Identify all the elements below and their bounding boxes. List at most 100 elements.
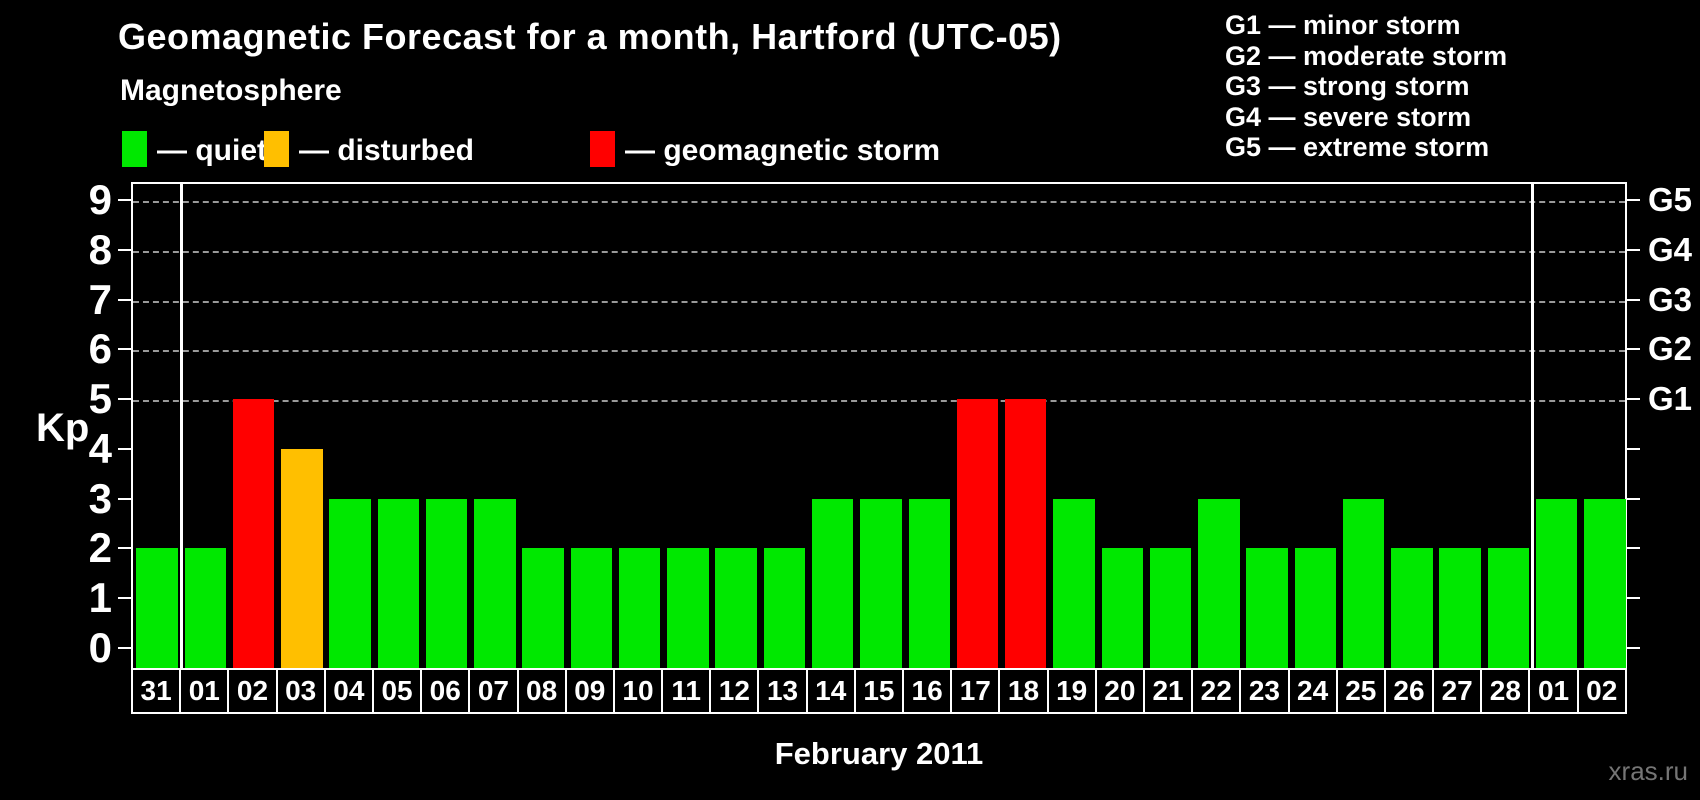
bar-24-day-24 [1294, 548, 1337, 668]
y-tick-right-8 [1627, 248, 1640, 251]
y-tick-left-5 [118, 398, 131, 401]
day-label-25-25: 25 [1335, 668, 1386, 714]
day-label-10-10: 10 [612, 668, 664, 714]
day-label-19-19: 19 [1046, 668, 1097, 714]
y-tick-left-7 [118, 298, 131, 301]
g-legend-line-g2: G2 — moderate storm [1225, 40, 1508, 71]
legend-label-quiet: — quiet [157, 134, 267, 167]
day-label-14-14: 14 [805, 668, 856, 714]
day-label-2-02: 02 [227, 668, 278, 714]
y-tick-label-1: 1 [88, 574, 112, 622]
bar-21-day-21 [1149, 548, 1192, 668]
bar-4-day-04 [329, 498, 371, 668]
day-label-18-18: 18 [998, 668, 1049, 714]
gridline-kp-8 [133, 250, 1625, 253]
y-tick-label-5: 5 [88, 375, 112, 423]
bar-11-day-11 [667, 548, 709, 668]
bar-12-day-12 [715, 548, 757, 668]
day-label-16-16: 16 [902, 668, 953, 714]
y-tick-label-2: 2 [88, 524, 112, 572]
day-label-3-03: 03 [275, 668, 326, 714]
bar-19-day-19 [1053, 498, 1095, 668]
legend-swatch-quiet [122, 131, 147, 167]
bar-14-day-14 [812, 498, 854, 668]
g-axis-label-g5: G5 [1648, 180, 1693, 218]
day-label-6-06: 06 [420, 668, 471, 714]
y-tick-label-6: 6 [88, 325, 112, 373]
y-tick-label-0: 0 [88, 624, 112, 671]
y-tick-left-8 [118, 248, 131, 251]
month-separator-1 [179, 184, 183, 668]
gridline-kp-9 [133, 200, 1625, 203]
y-tick-label-4: 4 [88, 424, 112, 472]
y-tick-left-6 [118, 348, 131, 351]
y-tick-right-0 [1627, 647, 1640, 649]
y-tick-left-9 [118, 198, 131, 201]
day-label-15-15: 15 [853, 668, 904, 714]
gridline-kp-7 [133, 300, 1625, 303]
bar-10-day-10 [618, 548, 661, 668]
day-label-8-08: 08 [516, 668, 567, 714]
g-scale-legend: G1 — minor storm G2 — moderate storm G3 … [1225, 10, 1507, 163]
g-axis-label-g3: G3 [1648, 280, 1693, 318]
bar-26-day-26 [1391, 548, 1433, 668]
legend-label-disturbed: — disturbed [299, 134, 475, 167]
day-label-23-23: 23 [1239, 668, 1290, 714]
bar-8-day-08 [522, 548, 564, 668]
day-label-27-27: 27 [1432, 668, 1483, 714]
bar-30-day-02 [1584, 498, 1626, 668]
g-axis-label-g2: G2 [1648, 330, 1693, 368]
bar-9-day-09 [570, 548, 613, 668]
day-label-20-20: 20 [1094, 668, 1145, 714]
watermark: xras.ru [1608, 756, 1688, 786]
bar-6-day-06 [425, 498, 468, 668]
y-tick-left-4 [118, 447, 131, 450]
day-label-7-07: 07 [468, 668, 519, 714]
bar-18-day-18 [1005, 399, 1047, 668]
y-tick-right-2 [1627, 547, 1640, 550]
bar-16-day-16 [908, 498, 950, 668]
legend-label-storm: — geomagnetic storm [625, 134, 941, 167]
y-tick-left-0 [118, 647, 131, 649]
bar-23-day-23 [1246, 548, 1288, 668]
bar-29-day-01 [1535, 498, 1578, 668]
day-label-28-28: 28 [1480, 668, 1531, 714]
day-label-4-04: 04 [323, 668, 374, 714]
day-label-30-02: 02 [1576, 668, 1627, 714]
day-label-1-01: 01 [179, 668, 230, 714]
x-axis-day-labels: 31 01 02 03 04 05 06 07 08 09 10 11 12 13 14 15 16 17 18 19… [131, 668, 1627, 714]
legend-swatch-disturbed [264, 131, 289, 167]
y-tick-right-4 [1627, 447, 1640, 450]
bar-5-day-05 [377, 498, 420, 668]
day-label-24-24: 24 [1287, 668, 1338, 714]
plot-area [131, 182, 1627, 668]
y-tick-left-2 [118, 547, 131, 550]
y-tick-right-7 [1627, 298, 1640, 301]
bar-22-day-22 [1198, 498, 1240, 668]
day-label-12-12: 12 [709, 668, 760, 714]
y-tick-right-3 [1627, 497, 1640, 500]
g-legend-line-g1: G1 — minor storm [1225, 10, 1461, 40]
gridline-kp-6 [133, 350, 1625, 353]
bar-20-day-20 [1101, 548, 1143, 668]
g-legend-line-g5: G5 — extreme storm [1225, 132, 1490, 162]
g-axis-label-g4: G4 [1648, 230, 1693, 268]
bar-15-day-15 [860, 498, 902, 668]
bar-27-day-27 [1439, 548, 1481, 668]
y-tick-right-6 [1627, 348, 1640, 351]
y-tick-label-3: 3 [88, 474, 112, 522]
y-tick-right-1 [1627, 597, 1640, 600]
day-label-9-09: 09 [564, 668, 615, 714]
day-label-11-11: 11 [661, 668, 712, 714]
y-tick-left-1 [118, 597, 131, 600]
bar-17-day-17 [956, 399, 999, 668]
g-legend-line-g3: G3 — strong storm [1225, 71, 1470, 101]
day-label-5-05: 05 [371, 668, 423, 714]
day-label-0-31: 31 [131, 668, 182, 714]
y-tick-left-3 [118, 497, 131, 500]
y-tick-right-5 [1627, 398, 1640, 401]
day-label-17-17: 17 [950, 668, 1001, 714]
bar-2-day-02 [232, 399, 275, 668]
y-tick-right-9 [1627, 198, 1640, 201]
bar-28-day-28 [1487, 548, 1530, 668]
